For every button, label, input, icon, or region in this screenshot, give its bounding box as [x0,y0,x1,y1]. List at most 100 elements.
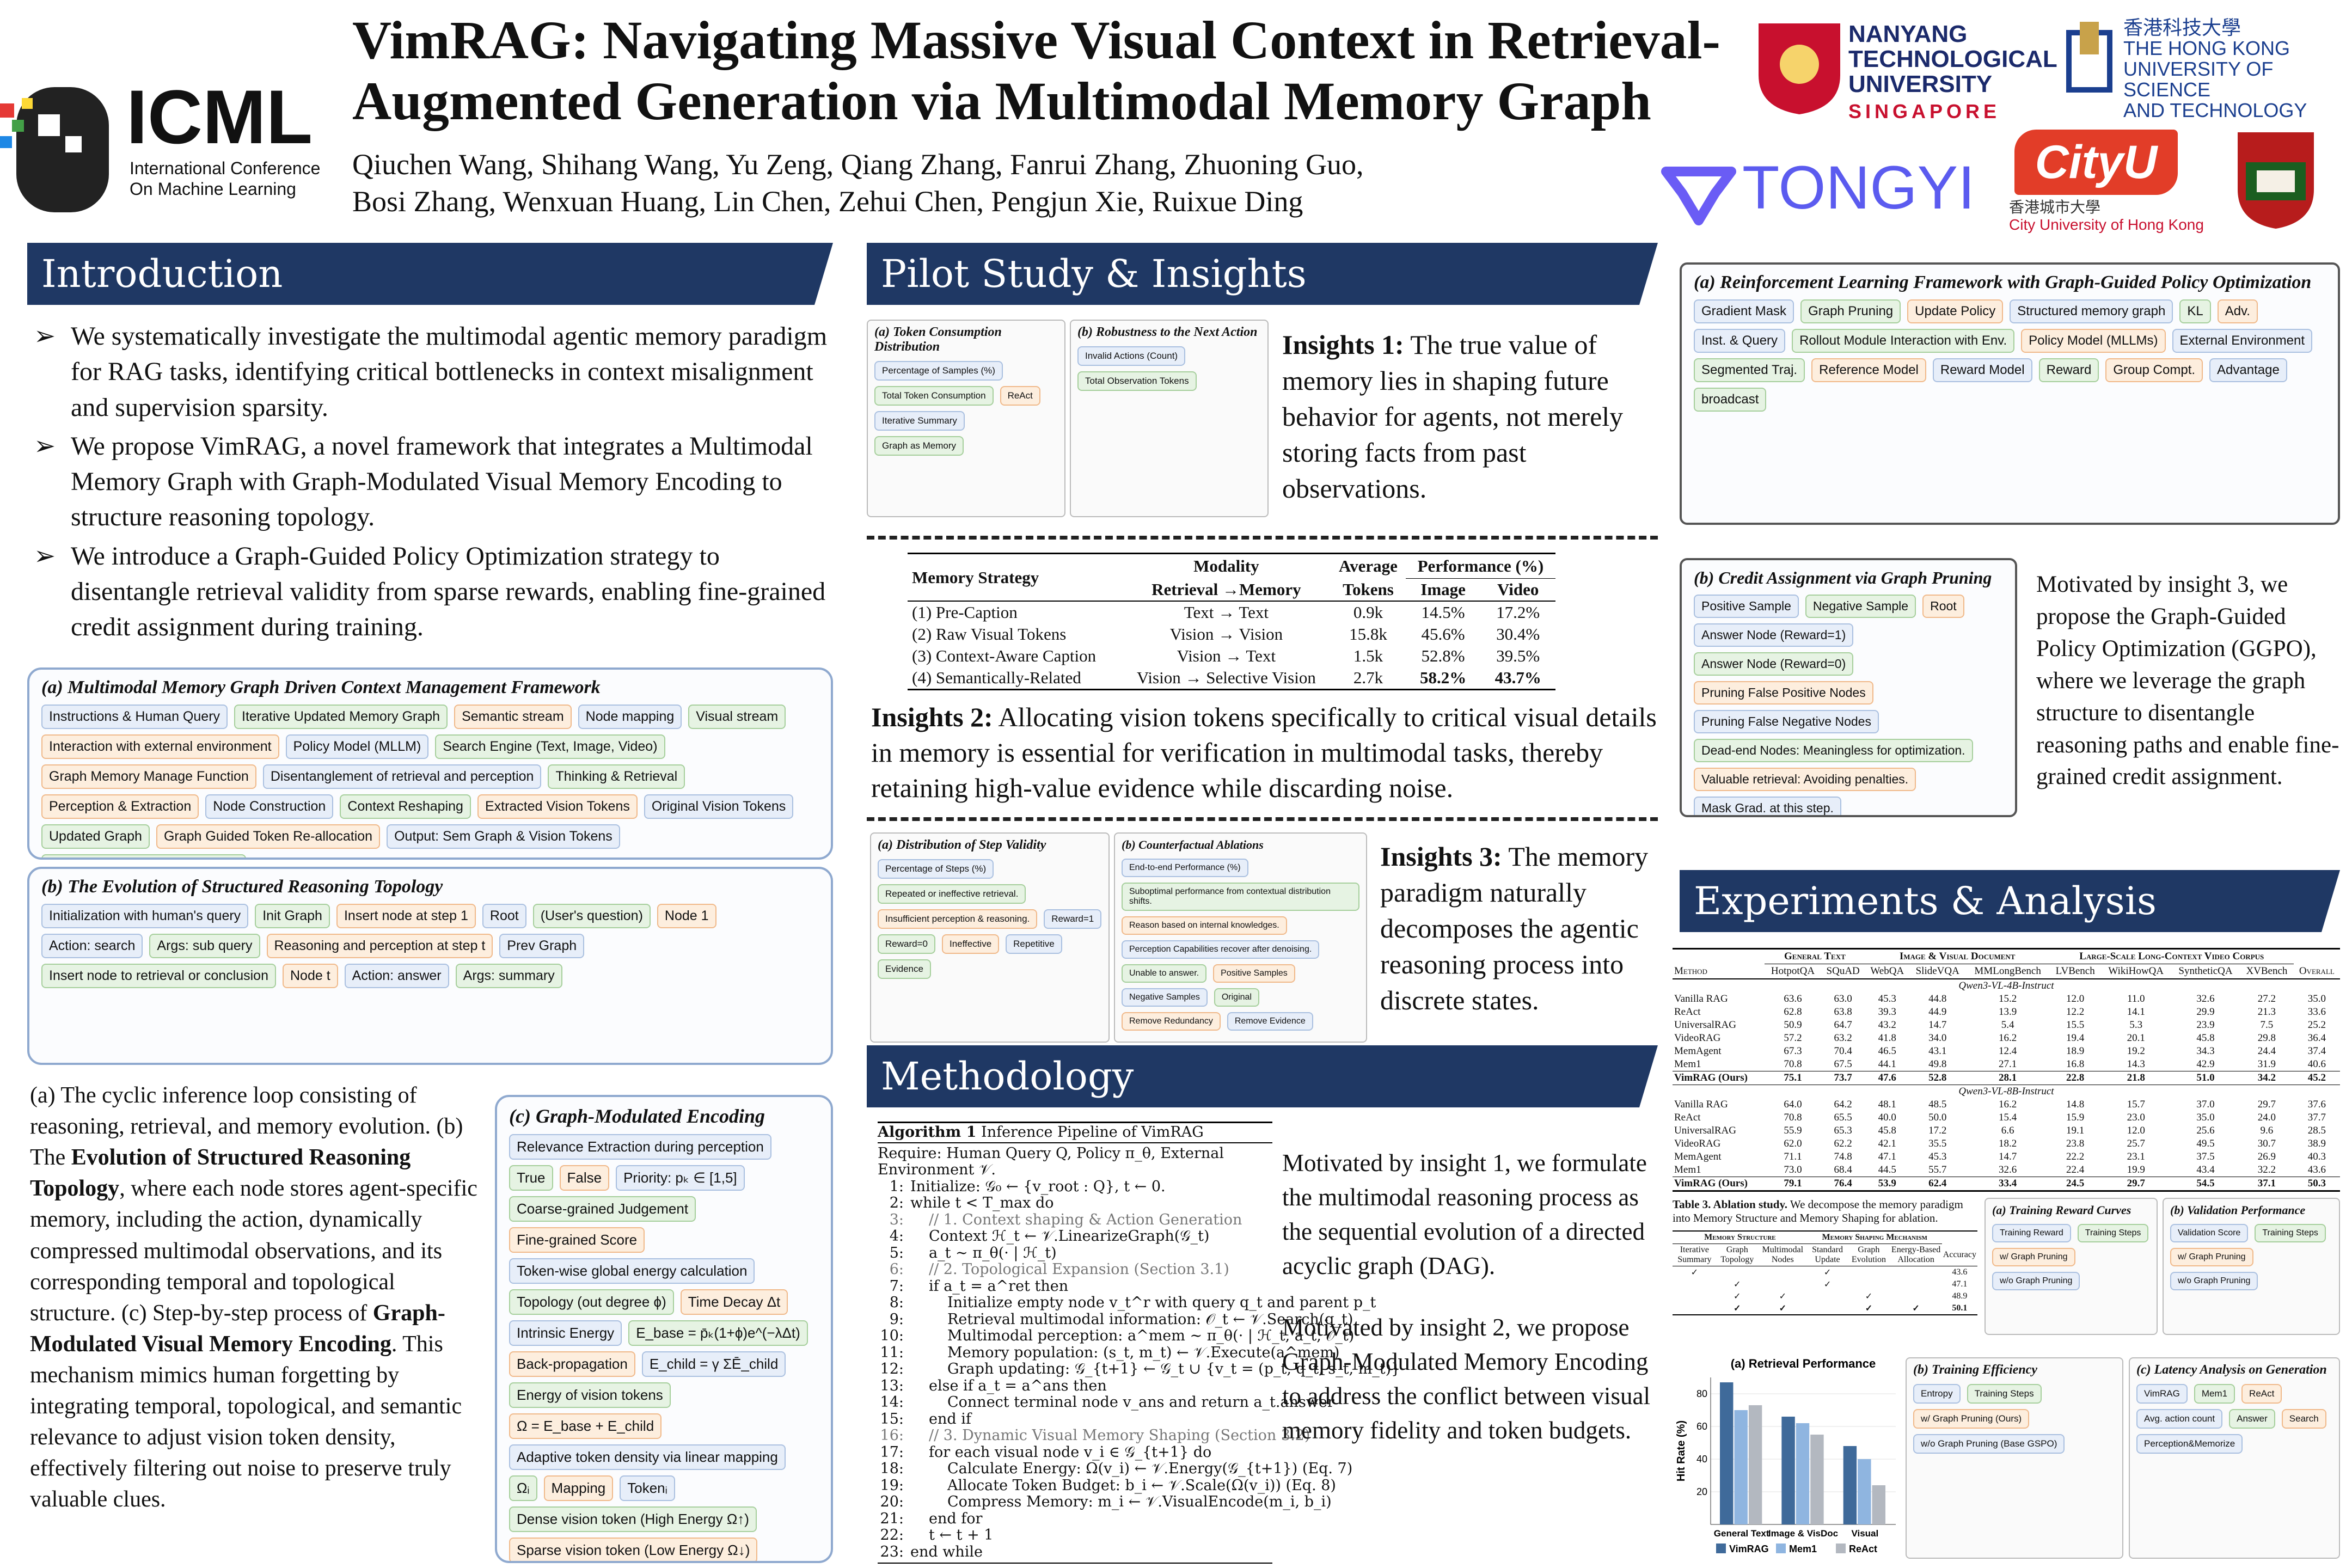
table-cell: 70.8 [1784,1112,1802,1123]
table-cell: 23.9 [2196,1019,2215,1031]
column-header: Graph Evolution [1851,1245,1886,1264]
table-cell: 25.7 [2127,1138,2145,1149]
line-number: 19: [880,1477,904,1494]
table-cell: 55.7 [1928,1164,1947,1175]
table-cell: Mem1 [1674,1164,1701,1175]
table-cell: ✓ [1734,1304,1741,1313]
algorithm-line: 10: Multimodal perception: a^mem ∼ π_θ(· … [878,1327,1355,1345]
figure-label: False [559,1165,610,1191]
figure-label: Node t [283,964,338,988]
algorithm-line: 21: end for [878,1510,1272,1528]
table-cell [1808,1290,1848,1302]
ntu-line: UNIVERSITY [1848,71,1993,97]
table-row: (2) Raw Visual Tokens Vision → Vision 15.8… [908,623,1555,645]
table-cell: 63.8 [1834,1006,1852,1018]
table-cell: 55.9 [1784,1125,1802,1136]
table-cell: 14.5% [1421,603,1465,622]
figure-labels: VimRAG Mem1 ReAct Avg. action count Answer Se… [2136,1384,2332,1454]
authors: Qiuchen Wang, Shihang Wang, Yu Zeng, Qia… [352,146,1364,220]
table-cell: MemAgent [1674,1045,1722,1057]
table-cell: 43.6 [2307,1164,2326,1175]
table-cell: 18.9 [2066,1045,2085,1057]
section-header: Introduction [27,243,833,305]
table-cell: 58.2% [1419,668,1467,687]
table-cell: 65.3 [1834,1125,1852,1136]
x-tick-label: Visual [1851,1528,1878,1539]
table-cell: 67.5 [1834,1058,1852,1070]
column-header: Overall [2299,965,2335,977]
table-cell: UniversalRAG [1674,1125,1736,1136]
figure: (b) Training Efficiency Entropy Training S… [1906,1357,2123,1559]
table-cell [1890,1290,1942,1302]
figure-title: (a) Training Reward Curves [1992,1203,2132,1217]
algorithm-line: 4: Context ℋ_t ← 𝒱.LinearizeGraph(𝒢_t) [878,1228,1272,1245]
table-cell: 40.0 [1878,1112,1896,1123]
figure-label: External Environment [2172,329,2312,353]
table-cell [1847,1266,1890,1279]
column-header: Iterative Summary [1677,1245,1712,1264]
line-text: Initialize: 𝒢₀ ← {v_root : Q}, t ← 0. [910,1178,1166,1195]
table-cell: ✓ [1779,1292,1786,1301]
hkust-line: UNIVERSITY OF SCIENCE [2123,58,2274,101]
figure-label: Pruning False Negative Nodes [1694,710,1879,733]
table-cell: 37.1 [2257,1178,2276,1189]
figure-label: Dense vision token (High Energy Ω↑) [509,1506,757,1532]
line-number: 2: [889,1195,904,1211]
table-cell: 0.9k [1353,603,1383,622]
line-number: 21: [880,1510,904,1527]
cityu-line: 香港城市大學 [2009,199,2101,216]
caption: (a) The cyclic inference loop consisting… [30,1080,485,1516]
figure-labels: Instructions & Human Query Iterative Upda… [41,705,819,857]
figure: (b) The Evolution of Structured Reasonin… [27,867,833,1065]
figure-label: Node 1 [657,904,716,928]
table-cell: 70.8 [1784,1058,1802,1070]
model-row: Qwen3-VL-8B-Instruct [1673,1085,2340,1099]
table-cell: 37.5 [2196,1151,2215,1162]
line-number: 20: [880,1493,904,1510]
table-cell: 43.4 [2196,1164,2215,1175]
column-header: WebQA [1870,965,1904,977]
figure-label: Total Observation Tokens [1077,371,1197,391]
ntu-line: NANYANG [1848,21,1968,47]
hkust-line: AND TECHNOLOGY [2123,99,2307,121]
figure-label: Suboptimal performance from contextual d… [1122,883,1359,911]
caption-text: We decompose the memory paradigm into Me… [1673,1198,1963,1224]
bar [1843,1446,1857,1524]
figure-label: Fine-grained Score [509,1227,645,1253]
figure-label: Intrinsic Energy [509,1320,622,1346]
figure-label: Extracted Vision Tokens [477,794,638,819]
table-cell: 28.5 [2307,1125,2326,1136]
legend-swatch [1776,1543,1786,1553]
table-cell: 27.1 [1999,1058,2017,1070]
x-tick-label: General Text [1714,1528,1769,1539]
table-cell: 19.4 [2066,1032,2085,1044]
table-cell: 52.8 [1928,1072,1947,1083]
table-cell: ✓ [1823,1268,1832,1277]
table-cell: 57.2 [1784,1032,1802,1044]
algorithm-line: 6: // 2. Topological Expansion (Section 3… [878,1261,1272,1278]
figure-label: Unable to answer. [1122,964,1207,983]
table-cell: 15.5 [2066,1019,2085,1031]
insight-text: The memory paradigm naturally decomposes… [1380,841,1649,1015]
algorithm-line: 17: for each visual node v_i ∈ 𝒢_{t+1} do [878,1444,1272,1461]
figure-label: Entropy [1913,1384,1961,1404]
table-cell: 62.0 [1784,1138,1802,1149]
line-number: 14: [880,1394,904,1411]
bar [1872,1485,1885,1524]
figure-label: Avg. action count [2136,1409,2223,1429]
figure-label: w/ Graph Pruning (Ours) [1913,1409,2030,1429]
table-row: ✓ ✓ ✓ ✓ 50.1 [1673,1302,1977,1315]
table-cell: 68.4 [1834,1164,1852,1175]
algorithm-rule [878,1563,1272,1564]
group-row: General Text Image & Visual Document Large… [1673,948,2340,964]
table-cell: 67.3 [1784,1045,1802,1057]
line-text: // 2. Topological Expansion (Section 3.1… [929,1261,1229,1278]
line-number: 18: [880,1460,904,1477]
figure-labels: Percentage of Samples (%) Total Token Con… [874,361,1058,456]
table-cell: 63.2 [1834,1032,1852,1044]
line-text: // 3. Dynamic Visual Memory Shaping (Sec… [929,1427,1310,1444]
figure-title: (b) The Evolution of Structured Reasonin… [41,877,443,897]
y-tick-label: 40 [1696,1454,1707,1465]
algorithm-line: 1: Initialize: 𝒢₀ ← {v_root : Q}, t ← 0. [878,1178,1272,1196]
figure-label: Reward Model [1932,358,2032,382]
